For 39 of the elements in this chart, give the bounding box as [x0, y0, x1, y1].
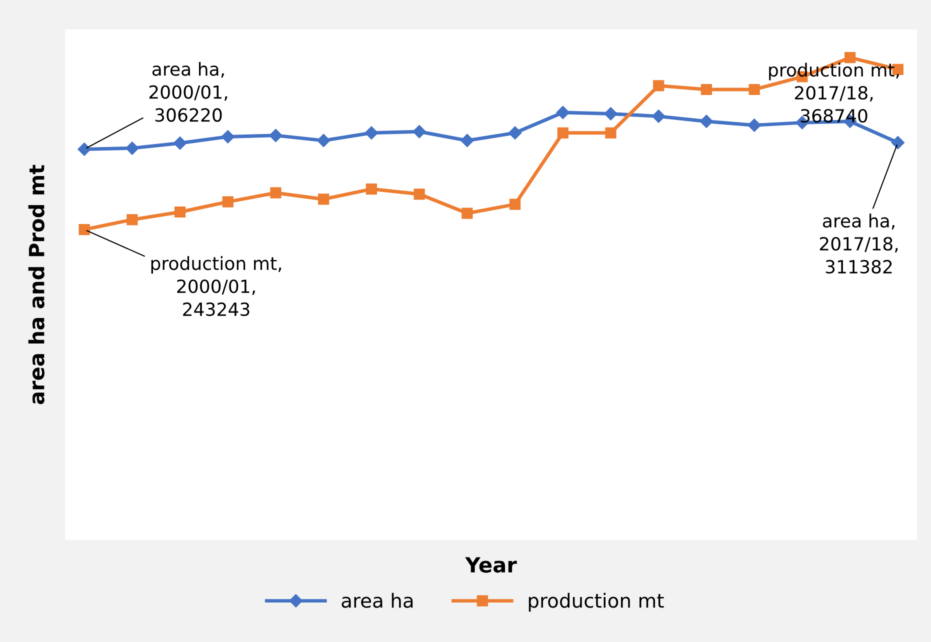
- point: [700, 84, 712, 96]
- point: [462, 208, 473, 219]
- point: [891, 136, 904, 150]
- point: [653, 80, 664, 92]
- point: [700, 114, 714, 128]
- point: [557, 127, 568, 138]
- legend-label: production mt: [528, 592, 664, 612]
- point: [414, 188, 425, 200]
- point: [412, 125, 426, 138]
- point: [318, 194, 330, 205]
- data-label: area ha, 2000/01, 306220: [149, 62, 228, 122]
- point: [508, 126, 522, 140]
- point: [270, 187, 282, 198]
- point: [509, 198, 521, 210]
- x-axis-title: Year: [465, 557, 517, 573]
- point: [317, 134, 330, 148]
- point: [174, 206, 186, 218]
- data-label: area ha, 2017/18, 311382: [820, 214, 898, 274]
- point: [460, 134, 474, 148]
- data-label: production mt, 2000/01, 243243: [151, 256, 282, 316]
- point: [221, 130, 234, 144]
- legend-label: area ha: [342, 592, 413, 608]
- point: [748, 84, 760, 96]
- point: [556, 106, 570, 120]
- y-axis-title: area ha and Prod mt: [28, 164, 44, 404]
- point: [844, 52, 856, 64]
- point: [222, 196, 234, 208]
- point: [126, 142, 139, 155]
- point: [604, 107, 618, 120]
- point: [78, 224, 90, 236]
- point: [366, 183, 378, 195]
- point: [652, 110, 666, 123]
- point: [269, 128, 282, 142]
- point: [173, 136, 187, 150]
- point: [364, 126, 378, 140]
- point: [748, 118, 761, 132]
- point: [605, 127, 616, 138]
- point: [78, 142, 91, 156]
- point: [126, 214, 138, 226]
